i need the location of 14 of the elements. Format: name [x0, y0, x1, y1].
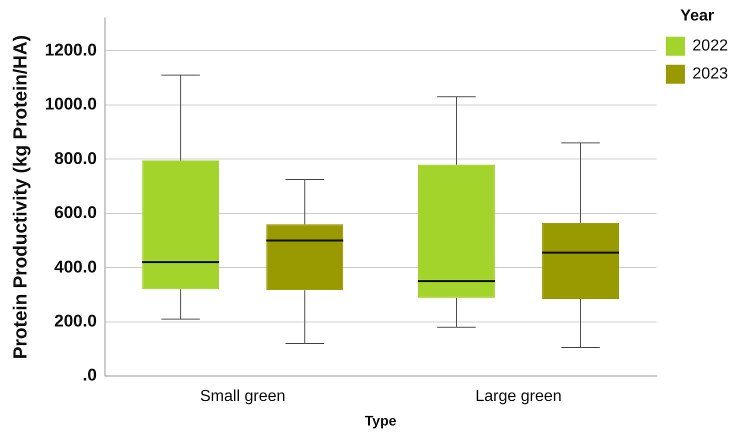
x-axis-title: Type	[364, 412, 397, 428]
y-tick-label: 600.0	[54, 203, 97, 222]
legend-label: 2023	[692, 66, 728, 83]
y-tick-label: 1000.0	[44, 94, 97, 114]
x-tick-label: Small green	[200, 388, 286, 406]
y-tick-label: 800.0	[54, 148, 97, 168]
y-tick-label: 400.0	[54, 257, 97, 276]
legend-title: Year	[680, 7, 714, 24]
y-axis-title: Protein Productivity (kg Protein/HA)	[10, 35, 32, 360]
y-tick-label: 1200.0	[44, 40, 97, 60]
y-tick-label: 200.0	[54, 311, 97, 330]
legend-label: 2022	[692, 38, 728, 55]
y-tick-label: .0	[82, 366, 97, 385]
x-tick-label: Large green	[475, 388, 562, 406]
